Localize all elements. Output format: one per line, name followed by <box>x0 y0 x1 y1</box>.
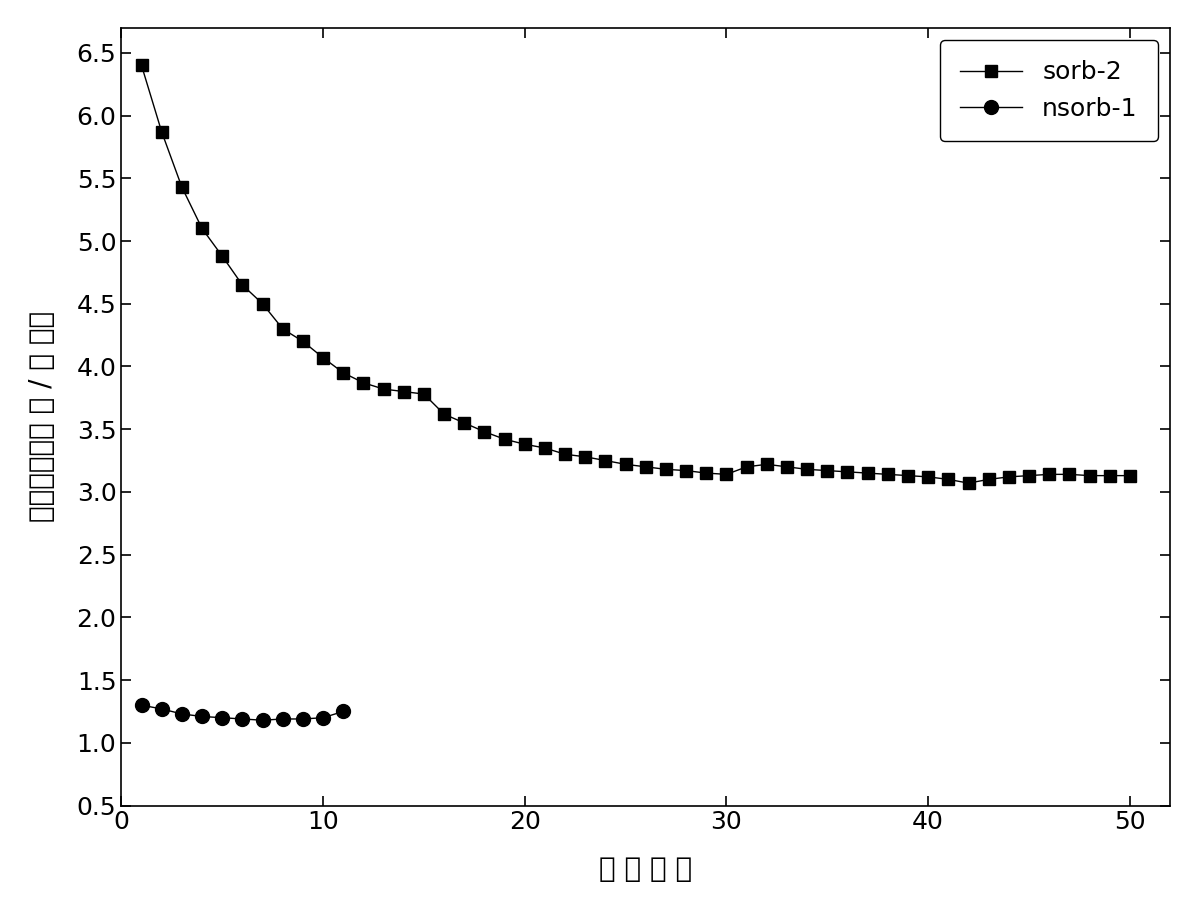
sorb-2 <box>719 469 733 480</box>
sorb-2 <box>618 459 633 470</box>
X-axis label: 循 环 次 数: 循 环 次 数 <box>599 855 692 884</box>
nsorb-1 <box>235 713 249 724</box>
sorb-2 <box>1063 469 1077 480</box>
sorb-2 <box>981 474 996 485</box>
sorb-2 <box>700 467 714 478</box>
sorb-2 <box>255 298 270 309</box>
nsorb-1 <box>214 712 229 723</box>
sorb-2 <box>659 464 673 475</box>
sorb-2 <box>558 449 573 460</box>
sorb-2 <box>235 280 249 291</box>
sorb-2 <box>335 367 350 378</box>
sorb-2 <box>942 474 956 485</box>
sorb-2 <box>1002 471 1016 482</box>
sorb-2 <box>276 323 290 334</box>
sorb-2 <box>195 223 210 234</box>
sorb-2 <box>134 60 149 71</box>
sorb-2 <box>397 386 411 397</box>
sorb-2 <box>477 426 491 437</box>
sorb-2 <box>417 389 431 400</box>
sorb-2 <box>639 461 653 472</box>
sorb-2 <box>214 251 229 261</box>
sorb-2 <box>497 434 512 445</box>
sorb-2 <box>579 451 593 462</box>
sorb-2 <box>538 443 552 454</box>
nsorb-1 <box>316 712 331 723</box>
sorb-2 <box>1042 469 1057 480</box>
sorb-2 <box>296 336 310 347</box>
sorb-2 <box>598 456 612 466</box>
sorb-2 <box>679 466 694 476</box>
sorb-2 <box>1123 470 1137 481</box>
sorb-2 <box>800 464 815 475</box>
nsorb-1 <box>134 700 149 711</box>
sorb-2 <box>840 466 854 477</box>
sorb-2 <box>1022 470 1036 481</box>
nsorb-1 <box>276 713 290 724</box>
sorb-2 <box>881 469 895 480</box>
Legend: sorb-2, nsorb-1: sorb-2, nsorb-1 <box>939 40 1157 141</box>
sorb-2 <box>458 417 472 428</box>
sorb-2 <box>437 409 452 420</box>
Line: nsorb-1: nsorb-1 <box>134 698 350 727</box>
sorb-2 <box>739 461 754 472</box>
nsorb-1 <box>155 703 169 714</box>
sorb-2 <box>518 439 532 450</box>
Line: sorb-2: sorb-2 <box>135 60 1136 488</box>
nsorb-1 <box>296 713 310 724</box>
sorb-2 <box>780 461 794 472</box>
sorb-2 <box>376 384 391 394</box>
sorb-2 <box>901 470 915 481</box>
nsorb-1 <box>195 711 210 722</box>
nsorb-1 <box>335 706 350 717</box>
sorb-2 <box>860 467 875 478</box>
sorb-2 <box>356 377 370 388</box>
sorb-2 <box>921 471 936 482</box>
sorb-2 <box>175 181 189 192</box>
sorb-2 <box>760 459 774 470</box>
sorb-2 <box>1082 470 1096 481</box>
Y-axis label: 吸附容量（摩 尔 / 千 克）: 吸附容量（摩 尔 / 千 克） <box>28 311 56 522</box>
sorb-2 <box>961 477 975 488</box>
nsorb-1 <box>175 709 189 720</box>
sorb-2 <box>821 466 835 476</box>
sorb-2 <box>316 353 331 363</box>
sorb-2 <box>155 127 169 138</box>
nsorb-1 <box>255 715 270 726</box>
sorb-2 <box>1102 470 1117 481</box>
